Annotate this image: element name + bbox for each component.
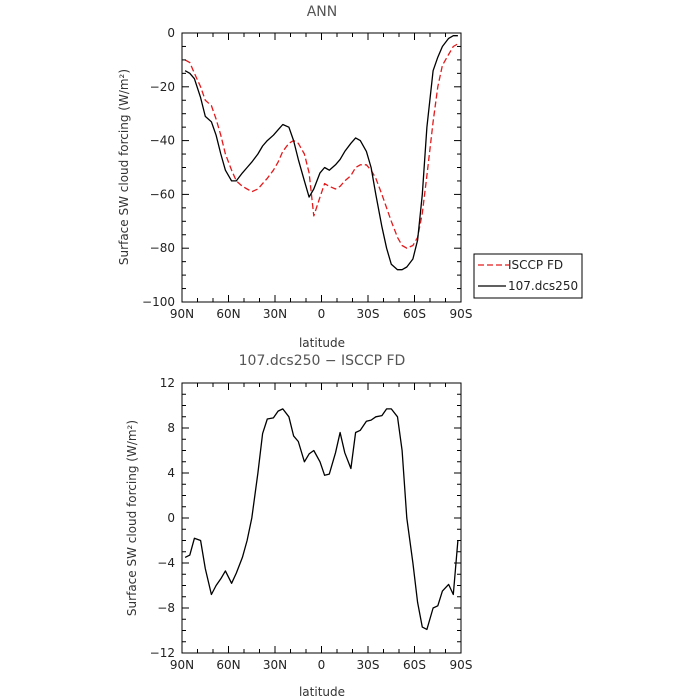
legend-box [473, 253, 583, 299]
bottom-x-tick-label: 30S [357, 658, 380, 672]
bottom-x-tick-label: 60S [403, 658, 426, 672]
bottom-y-tick-label: −8 [157, 601, 175, 615]
top-panel: ANN 90N 60N 30N 0 30S 60S 90S 0 −20 −40 −60 −80 −100… [117, 4, 472, 350]
top-y-tick-label: −40 [150, 134, 175, 148]
bottom-x-tick-label: 30N [263, 658, 287, 672]
top-x-tick-label: 30S [357, 307, 380, 321]
bottom-y-tick-label: −4 [157, 556, 175, 570]
top-y-tick-label: −80 [150, 241, 175, 255]
top-y-tick-label: −20 [150, 80, 175, 94]
top-x-tick-label: 90N [170, 307, 194, 321]
legend-label-model: 107.dcs250 [508, 279, 578, 293]
bottom-x-tick-label: 90N [170, 658, 194, 672]
bottom-series-line-difference [184, 408, 459, 631]
bottom-panel-title: 107.dcs250 − ISCCP FD [239, 353, 406, 369]
top-x-tick-label: 90S [450, 307, 473, 321]
top-x-tick-label: 60S [403, 307, 426, 321]
top-series-line-model [184, 35, 458, 271]
top-y-axis-label: Surface SW cloud forcing (W/m²) [117, 69, 131, 265]
top-y-tick-label: −60 [150, 187, 175, 201]
top-y-tick-label: 0 [167, 26, 175, 40]
bottom-ticks-layer: 90N 60N 30N 0 30S 60S 90S 12 8 4 0 −4 −8 −12 [150, 376, 473, 672]
top-x-tick-label: 0 [318, 307, 326, 321]
top-series-line-isccp [184, 43, 459, 249]
top-x-axis-label: latitude [299, 336, 345, 350]
top-x-tick-label: 60N [216, 307, 240, 321]
legend: ISCCP FD 107.dcs250 [473, 253, 583, 299]
bottom-x-tick-label: 0 [318, 658, 326, 672]
bottom-series-layer [184, 408, 459, 631]
bottom-y-axis-label: Surface SW cloud forcing (W/m²) [125, 420, 139, 616]
top-series-layer [184, 35, 459, 271]
bottom-y-tick-label: 0 [167, 511, 175, 525]
legend-label-isccp: ISCCP FD [508, 258, 563, 272]
bottom-panel: 107.dcs250 − ISCCP FD 90N 60N 30N 0 30S 60S 90… [125, 353, 472, 699]
top-panel-title: ANN [307, 4, 338, 20]
top-ticks-layer: 90N 60N 30N 0 30S 60S 90S 0 −20 −40 −60 −80 −100 [142, 26, 472, 321]
top-plot-frame [181, 32, 462, 303]
bottom-y-tick-label: 12 [160, 376, 175, 390]
top-x-tick-label: 30N [263, 307, 287, 321]
bottom-y-tick-label: −12 [150, 646, 175, 660]
bottom-x-tick-label: 60N [216, 658, 240, 672]
bottom-y-tick-label: 8 [167, 421, 175, 435]
bottom-x-axis-label: latitude [299, 685, 345, 699]
top-y-tick-label: −100 [142, 295, 175, 309]
bottom-x-tick-label: 90S [450, 658, 473, 672]
bottom-y-tick-label: 4 [167, 466, 175, 480]
